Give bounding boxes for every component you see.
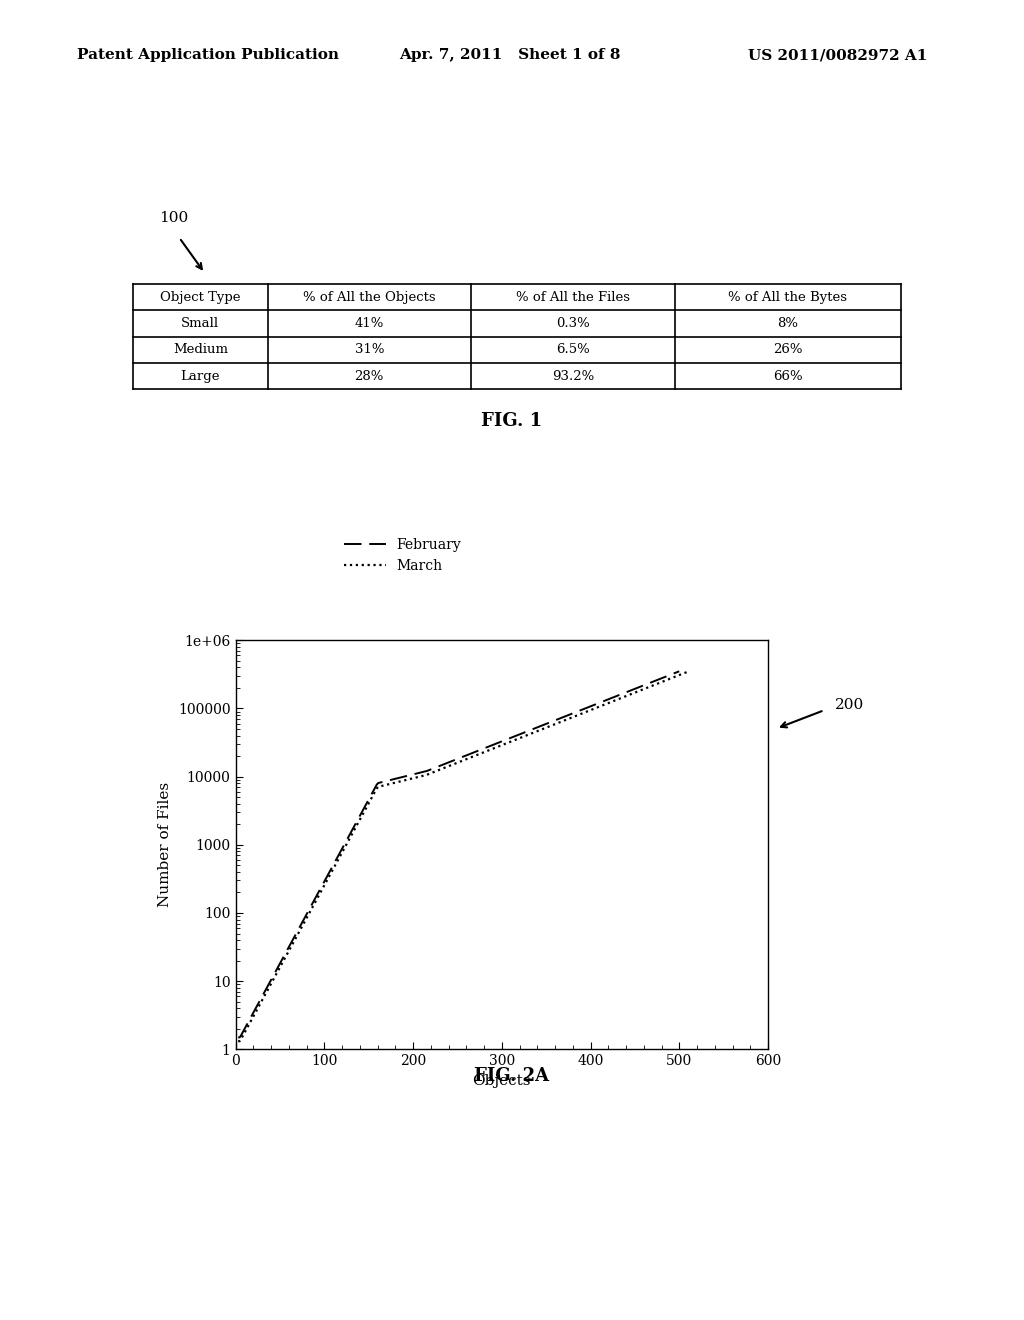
Text: Patent Application Publication: Patent Application Publication [77, 49, 339, 62]
Text: Large: Large [180, 370, 220, 383]
Text: FIG. 2A: FIG. 2A [474, 1067, 550, 1085]
Text: 8%: 8% [777, 317, 799, 330]
Text: 200: 200 [835, 698, 864, 711]
Text: 31%: 31% [354, 343, 384, 356]
Text: 41%: 41% [354, 317, 384, 330]
Text: US 2011/0082972 A1: US 2011/0082972 A1 [748, 49, 927, 62]
Text: 93.2%: 93.2% [552, 370, 594, 383]
Text: Object Type: Object Type [160, 290, 241, 304]
Text: FIG. 1: FIG. 1 [481, 412, 543, 430]
Text: % of All the Bytes: % of All the Bytes [728, 290, 847, 304]
Text: 26%: 26% [773, 343, 803, 356]
Text: % of All the Files: % of All the Files [516, 290, 630, 304]
Text: 0.3%: 0.3% [556, 317, 590, 330]
Text: 28%: 28% [354, 370, 384, 383]
Text: Apr. 7, 2011   Sheet 1 of 8: Apr. 7, 2011 Sheet 1 of 8 [399, 49, 621, 62]
Text: Medium: Medium [173, 343, 227, 356]
Y-axis label: Number of Files: Number of Files [159, 783, 172, 907]
Legend: February, March: February, March [338, 532, 467, 578]
Text: 100: 100 [159, 211, 188, 226]
Text: Small: Small [181, 317, 219, 330]
Text: 6.5%: 6.5% [556, 343, 590, 356]
X-axis label: Objects: Objects [472, 1073, 531, 1088]
Text: % of All the Objects: % of All the Objects [303, 290, 435, 304]
Text: 66%: 66% [773, 370, 803, 383]
